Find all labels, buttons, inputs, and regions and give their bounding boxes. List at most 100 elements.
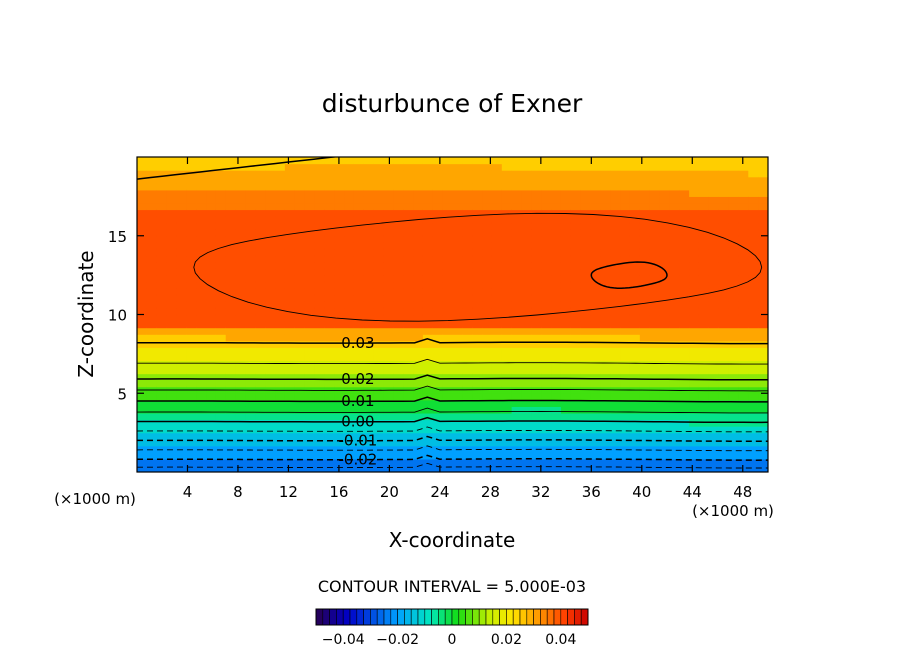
heatmap-cell — [541, 189, 552, 197]
heatmap-cell — [452, 419, 463, 427]
heatmap-cell — [196, 458, 207, 467]
heatmap-cell — [156, 439, 168, 447]
heatmap-cell — [531, 419, 542, 427]
heatmap-cell — [521, 458, 532, 467]
heatmap-cell — [393, 347, 404, 355]
heatmap-cell — [728, 183, 740, 191]
heatmap-cell — [600, 301, 611, 309]
heatmap-cell — [600, 255, 611, 263]
heatmap-cell — [541, 242, 552, 250]
heatmap-cell — [570, 367, 582, 375]
heatmap-cell — [620, 281, 631, 289]
heatmap-cell — [669, 465, 680, 472]
heatmap-cell — [314, 235, 325, 243]
heatmap-cell — [541, 294, 552, 302]
heatmap-cell — [482, 307, 493, 316]
contour-label: 0.00 — [341, 413, 374, 431]
heatmap-cell — [206, 255, 217, 263]
heatmap-cell — [344, 465, 355, 472]
heatmap-cell — [758, 235, 768, 243]
heatmap-cell — [422, 268, 434, 276]
x-unit-label-right: (×1000 m) — [692, 502, 774, 520]
heatmap-cell — [620, 321, 631, 329]
heatmap-cell — [738, 222, 749, 230]
heatmap-cell — [580, 439, 592, 447]
heatmap-cell — [156, 393, 168, 401]
heatmap-cell — [570, 393, 582, 401]
heatmap-cell — [344, 327, 355, 335]
heatmap-cell — [146, 432, 158, 440]
heatmap-cell — [393, 367, 404, 375]
heatmap-cell — [422, 235, 434, 243]
heatmap-cell — [294, 432, 306, 440]
heatmap-cell — [600, 262, 611, 270]
heatmap-cell — [610, 452, 621, 460]
heatmap-cell — [482, 432, 493, 440]
heatmap-cell — [639, 321, 651, 329]
heatmap-cell — [304, 196, 316, 204]
heatmap-cell — [679, 445, 690, 453]
heatmap-cell — [196, 255, 207, 263]
heatmap-cell — [639, 426, 651, 434]
heatmap-cell — [265, 432, 276, 440]
heatmap-cell — [521, 314, 532, 322]
heatmap-cell — [639, 353, 651, 362]
heatmap-cell — [689, 406, 700, 414]
heatmap-cell — [482, 268, 493, 276]
heatmap-cell — [422, 222, 434, 230]
heatmap-cell — [491, 281, 503, 289]
heatmap-cell — [324, 426, 335, 434]
heatmap-cell — [294, 196, 306, 204]
heatmap-cell — [551, 406, 562, 414]
heatmap-cell — [610, 248, 621, 257]
heatmap-cell — [590, 157, 601, 165]
heatmap-cell — [334, 406, 345, 414]
heatmap-cell — [294, 307, 306, 316]
heatmap-cell — [334, 307, 345, 316]
heatmap-cell — [708, 157, 720, 165]
heatmap-cell — [472, 157, 483, 165]
heatmap-cell — [501, 399, 513, 407]
heatmap-cell — [462, 209, 473, 217]
heatmap-cell — [166, 275, 178, 283]
heatmap-cell — [551, 334, 562, 342]
heatmap-cell — [708, 399, 720, 407]
heatmap-cell — [294, 406, 306, 414]
heatmap-cell — [610, 189, 621, 197]
heatmap-cell — [373, 445, 385, 453]
heatmap-cell — [383, 176, 394, 184]
heatmap-cell — [738, 445, 749, 453]
heatmap-cell — [245, 399, 256, 407]
heatmap-cell — [275, 399, 286, 407]
heatmap-cell — [482, 229, 493, 237]
heatmap-cell — [600, 412, 611, 421]
heatmap-cell — [491, 163, 503, 171]
heatmap-cell — [452, 426, 463, 434]
heatmap-cell — [255, 373, 266, 381]
heatmap-cell — [363, 445, 375, 453]
heatmap-cell — [353, 353, 365, 362]
heatmap-cell — [255, 294, 266, 302]
heatmap-cell — [304, 294, 316, 302]
heatmap-cell — [472, 360, 483, 368]
heatmap-cell — [738, 268, 749, 276]
heatmap-cell — [580, 340, 592, 348]
heatmap-cell — [659, 235, 671, 243]
heatmap-cell — [511, 386, 523, 394]
heatmap-cell — [590, 353, 601, 362]
x-tick-label: 32 — [531, 483, 550, 501]
heatmap-cell — [748, 458, 759, 467]
heatmap-cell — [580, 196, 592, 204]
heatmap-cell — [255, 445, 266, 453]
heatmap-cell — [403, 229, 414, 237]
heatmap-cell — [679, 262, 690, 270]
heatmap-cell — [511, 222, 523, 230]
heatmap-cell — [304, 367, 316, 375]
heatmap-cell — [176, 399, 187, 407]
x-tick-label: 20 — [380, 483, 399, 501]
heatmap-cell — [738, 432, 749, 440]
heatmap-cell — [472, 242, 483, 250]
heatmap-cell — [472, 183, 483, 191]
heatmap-cell — [294, 380, 306, 388]
heatmap-cell — [255, 347, 266, 355]
